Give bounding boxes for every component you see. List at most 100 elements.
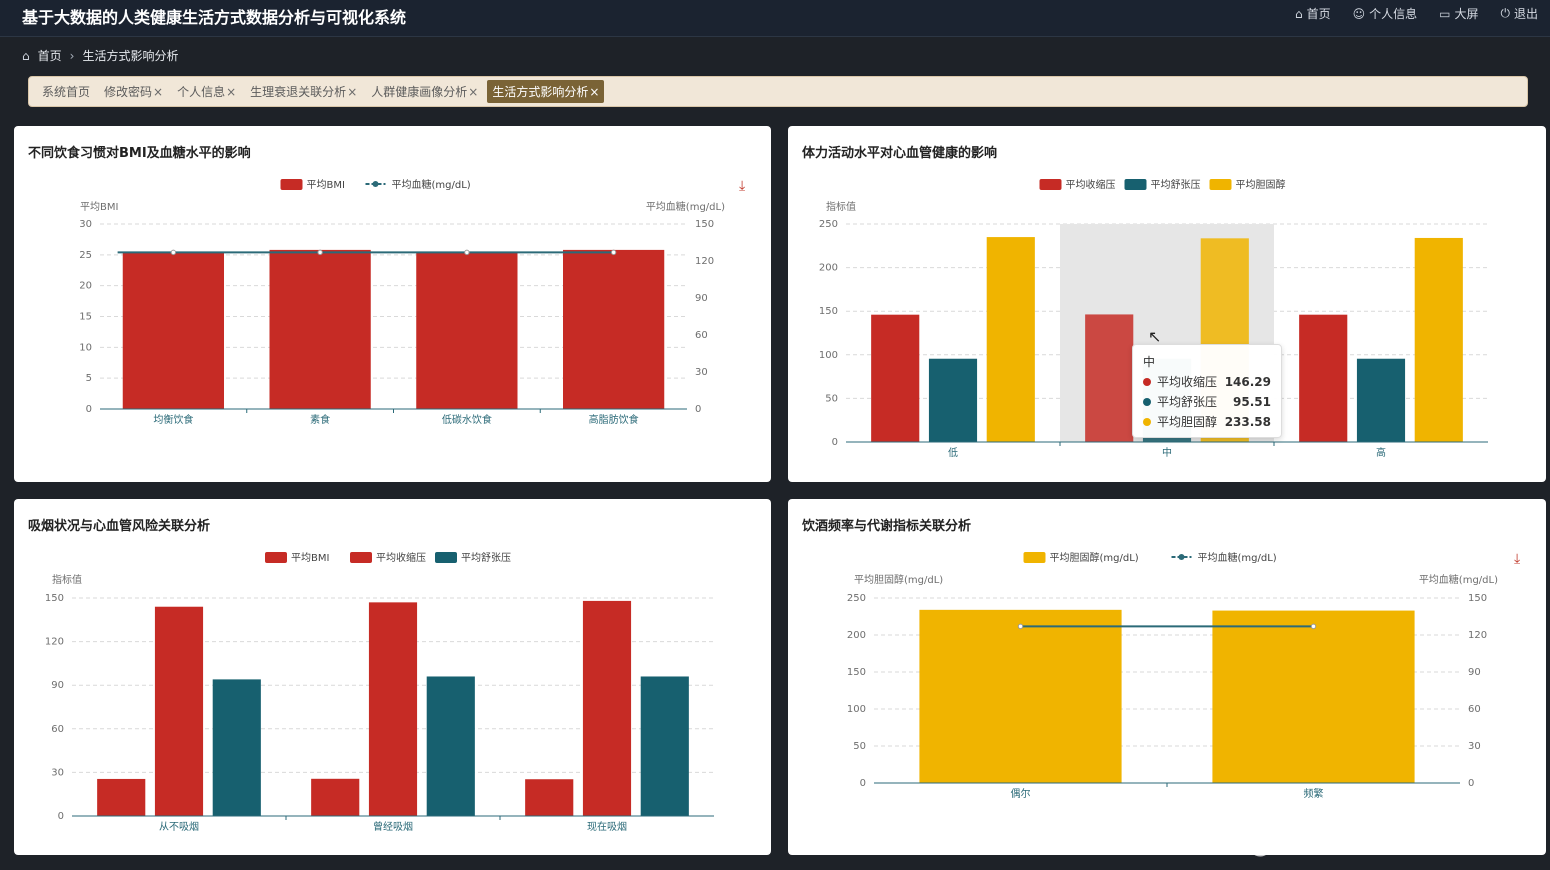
legend-swatch <box>280 179 303 190</box>
breadcrumb: ⌂ 首页 › 生活方式影响分析 <box>22 47 178 64</box>
line-point <box>610 249 617 256</box>
nav-home[interactable]: ⌂ 首页 <box>1295 5 1331 22</box>
nav-logout[interactable]: ⏻ 退出 <box>1500 5 1538 22</box>
y-tick-label: 200 <box>819 263 838 274</box>
close-icon[interactable]: × <box>468 84 479 99</box>
nav-profile[interactable]: ☺ 个人信息 <box>1353 5 1418 22</box>
tab-label: 生理衰退关联分析 <box>250 85 347 99</box>
y-tick-label: 250 <box>847 593 866 604</box>
home-icon: ⌂ <box>22 48 30 63</box>
watermark: CSDN @计算机毕设匠心工作室 <box>1159 829 1544 859</box>
nav-bigscreen-label: 大屏 <box>1454 7 1479 21</box>
y-right-tick-label: 120 <box>695 256 714 267</box>
bar-mark <box>311 778 360 816</box>
x-tick-label: 低 <box>948 446 958 459</box>
x-tick-label: 低碳水饮食 <box>442 413 492 426</box>
bar-mark <box>1299 314 1348 442</box>
close-icon[interactable]: × <box>226 84 237 99</box>
legend-label: 平均胆固醇(mg/dL) <box>1050 551 1139 564</box>
y-tick-label: 100 <box>819 350 838 361</box>
x-tick-label: 高 <box>1376 446 1386 459</box>
chart-card-diet: 不同饮食习惯对BMI及血糖水平的影响 ⤓ 平均BMI 平均血糖(mg/dL) 平均BMI… <box>14 126 771 482</box>
close-icon[interactable]: × <box>347 84 358 99</box>
nav-bigscreen[interactable]: ▭ 大屏 <box>1439 5 1478 22</box>
bar-mark <box>1356 358 1406 442</box>
chart-svg: 平均胆固醇(mg/dL) 平均血糖(mg/dL) 平均胆固醇(mg/dL) 平均血糖(… <box>847 551 1498 800</box>
legend-swatch <box>1124 179 1147 190</box>
tab-4[interactable]: 人群健康画像分析 × <box>366 80 483 103</box>
y-tick-label: 150 <box>45 593 64 604</box>
legend-item: 平均胆固醇(mg/dL) <box>1023 551 1139 564</box>
tooltip-row: 平均舒张压 95.51 <box>1143 393 1271 410</box>
bar-mark <box>269 249 371 409</box>
y-right-tick-label: 150 <box>695 219 714 230</box>
close-icon[interactable]: × <box>153 84 164 99</box>
y-tick-label: 100 <box>847 704 866 715</box>
series-dot <box>1143 397 1151 406</box>
y-tick-label: 0 <box>832 437 838 448</box>
bar-mark <box>154 606 204 816</box>
line-point <box>317 249 323 256</box>
tab-label: 个人信息 <box>177 85 226 99</box>
y-right-tick-label: 30 <box>695 367 708 378</box>
x-tick-label: 从不吸烟 <box>159 820 199 833</box>
y-tick-label: 25 <box>79 250 92 261</box>
top-bar: 基于大数据的人类健康生活方式数据分析与可视化系统 ⌂ 首页 ☺ 个人信息 ▭ 大… <box>0 0 1550 37</box>
y-axis-right-label: 平均血糖(mg/dL) <box>646 200 725 213</box>
bar-mark <box>986 237 1035 442</box>
y-tick-label: 60 <box>51 724 64 735</box>
home-icon: ⌂ <box>1294 6 1303 21</box>
tab-label: 修改密码 <box>104 85 153 99</box>
legend-label: 平均收缩压 <box>376 551 426 564</box>
legend-item: 平均舒张压 <box>435 551 511 564</box>
line-point <box>1017 623 1024 630</box>
y-right-tick-label: 60 <box>695 330 708 341</box>
line-point <box>170 249 177 256</box>
y-tick-label: 150 <box>847 667 866 678</box>
y-tick-label: 50 <box>853 741 866 752</box>
legend-label: 平均血糖(mg/dL) <box>1198 551 1277 564</box>
series-dot <box>1143 417 1151 426</box>
y-axis-label: 指标值 <box>52 573 82 586</box>
top-nav: ⌂ 首页 ☺ 个人信息 ▭ 大屏 ⏻ 退出 <box>1295 5 1538 22</box>
tab-2[interactable]: 个人信息 × <box>172 80 241 103</box>
tooltip-row-name: 平均舒张压 <box>1157 395 1218 409</box>
legend-label: 平均BMI <box>307 179 345 191</box>
tooltip-row-value: 233.58 <box>1224 414 1271 429</box>
y-axis-right-label: 平均血糖(mg/dL) <box>1419 573 1498 586</box>
legend-item: 平均收缩压 <box>350 551 426 564</box>
chart-svg: 平均BMI 平均血糖(mg/dL) 平均BMI 平均血糖(mg/dL) 0 5 10 15 20… <box>79 178 725 426</box>
y-right-tick-label: 30 <box>1468 741 1481 752</box>
user-icon: ☺ <box>1352 6 1366 21</box>
breadcrumb-home[interactable]: 首页 <box>37 49 62 63</box>
x-tick-label: 偶尔 <box>1011 787 1031 800</box>
chevron-right-icon: › <box>69 48 75 63</box>
tab-3[interactable]: 生理衰退关联分析 × <box>245 80 362 103</box>
y-tick-label: 30 <box>51 767 64 778</box>
y-axis-label: 指标值 <box>826 200 856 213</box>
tooltip-row-value: 146.29 <box>1224 374 1271 389</box>
y-tick-label: 250 <box>819 219 838 230</box>
legend-item: 平均血糖(mg/dL) <box>365 178 471 191</box>
tab-1[interactable]: 修改密码 × <box>99 80 168 103</box>
tab-5[interactable]: 生活方式影响分析 × <box>487 80 605 103</box>
download-icon[interactable]: ⤓ <box>1514 551 1521 567</box>
legend-label: 平均舒张压 <box>461 551 511 564</box>
y-axis-label: 平均BMI <box>80 201 118 213</box>
x-tick-label: 素食 <box>310 413 330 426</box>
close-icon[interactable]: × <box>589 84 600 99</box>
series-dot <box>1143 377 1151 386</box>
y-tick-label: 15 <box>79 312 92 323</box>
y-right-tick-label: 90 <box>695 293 708 304</box>
chart-card-drinking: 饮酒频率与代谢指标关联分析 ⤓ 平均胆固醇(mg/dL) 平均血糖(mg/dL) 平均胆… <box>788 499 1546 855</box>
legend-swatch <box>350 552 372 563</box>
tab-label: 生活方式影响分析 <box>492 85 589 99</box>
mouse-cursor-icon: ↖ <box>1148 327 1162 346</box>
tab-0[interactable]: 系统首页 <box>37 80 95 103</box>
power-icon: ⏻ <box>1500 6 1510 20</box>
legend-label: 平均收缩压 <box>1066 178 1116 191</box>
download-icon[interactable]: ⤓ <box>739 178 746 194</box>
tooltip-title: 中 <box>1143 355 1156 369</box>
x-tick-label: 频繁 <box>1304 787 1324 800</box>
bar-mark <box>97 778 146 816</box>
